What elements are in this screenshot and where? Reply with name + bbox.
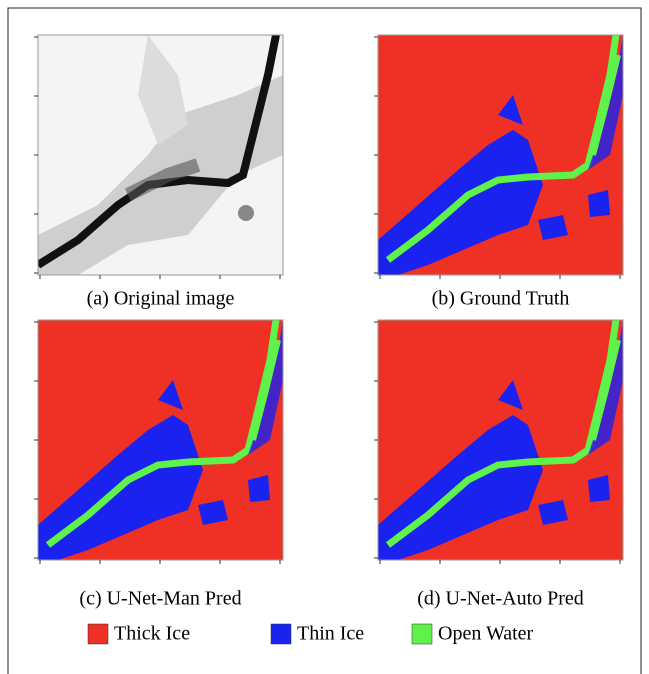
panel-caption: (b) Ground Truth <box>432 288 570 310</box>
legend-swatch <box>412 624 432 644</box>
panel-caption: (a) Original image <box>87 288 235 310</box>
panel-caption: (d) U-Net-Auto Pred <box>417 588 584 610</box>
figure: (a) Original image (b) Ground Truth (c) U-… <box>0 0 649 674</box>
panel-image <box>38 35 283 275</box>
legend-swatch <box>88 624 108 644</box>
panel-image <box>378 35 623 275</box>
panel-image <box>38 320 283 560</box>
legend-label: Open Water <box>438 623 534 645</box>
legend-swatch <box>271 624 291 644</box>
panel-caption: (c) U-Net-Man Pred <box>79 588 241 610</box>
legend-label: Thick Ice <box>114 623 190 645</box>
legend-label: Thin Ice <box>297 623 364 645</box>
panel-image <box>378 320 623 560</box>
